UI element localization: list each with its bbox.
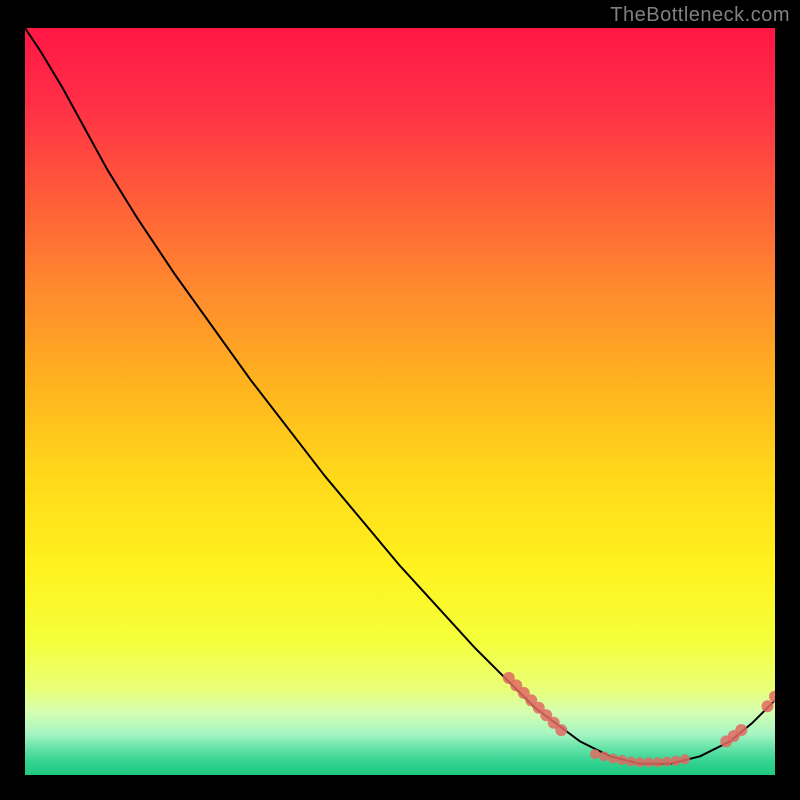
marker-dot: [662, 757, 672, 767]
watermark-text: TheBottleneck.com: [610, 4, 790, 27]
marker-dot: [590, 749, 600, 759]
marker-dot: [626, 757, 636, 767]
marker-dot: [653, 757, 663, 767]
marker-dot: [617, 755, 627, 765]
marker-dot: [671, 756, 681, 766]
marker-dot: [635, 757, 645, 767]
marker-dot: [555, 724, 567, 736]
marker-dot: [735, 724, 747, 736]
chart-plot-area: [25, 28, 775, 775]
marker-dot: [608, 754, 618, 764]
chart-svg: [25, 28, 775, 775]
marker-dot: [644, 757, 654, 767]
marker-dot: [599, 751, 609, 761]
chart-background: [25, 28, 775, 775]
marker-dot: [680, 754, 690, 764]
marker-dot: [762, 700, 774, 712]
